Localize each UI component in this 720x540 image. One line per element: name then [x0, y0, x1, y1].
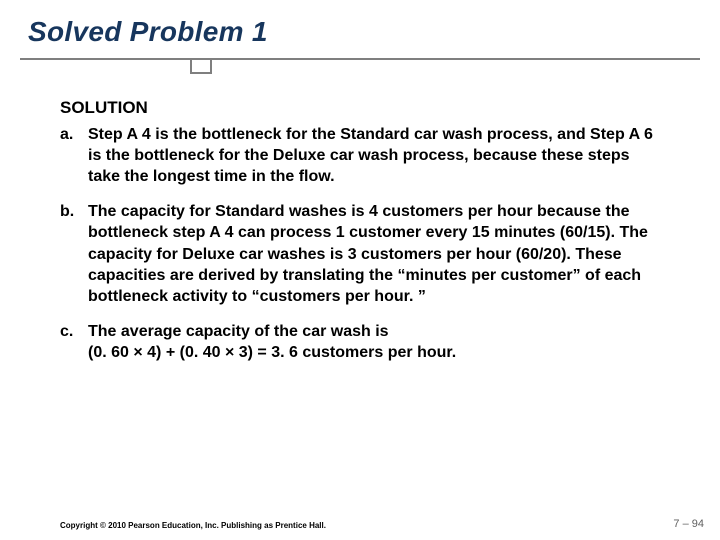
list-item: a. Step A 4 is the bottleneck for the St…: [60, 124, 660, 187]
list-marker: b.: [60, 201, 88, 307]
title-underline: [20, 58, 700, 60]
slide: Solved Problem 1 SOLUTION a. Step A 4 is…: [0, 0, 720, 540]
list-text: The capacity for Standard washes is 4 cu…: [88, 201, 660, 307]
solution-heading: SOLUTION: [60, 98, 660, 118]
list-item: c. The average capacity of the car wash …: [60, 321, 660, 363]
list-text: Step A 4 is the bottleneck for the Stand…: [88, 124, 660, 187]
page-number: 7 – 94: [673, 518, 704, 530]
list-item: b. The capacity for Standard washes is 4…: [60, 201, 660, 307]
copyright-text: Copyright © 2010 Pearson Education, Inc.…: [60, 521, 326, 530]
list-marker: a.: [60, 124, 88, 187]
content-body: SOLUTION a. Step A 4 is the bottleneck f…: [60, 98, 660, 377]
list-marker: c.: [60, 321, 88, 363]
list-text: The average capacity of the car wash is(…: [88, 321, 660, 363]
title-tab-decoration: [190, 60, 212, 74]
slide-title: Solved Problem 1: [28, 16, 268, 48]
